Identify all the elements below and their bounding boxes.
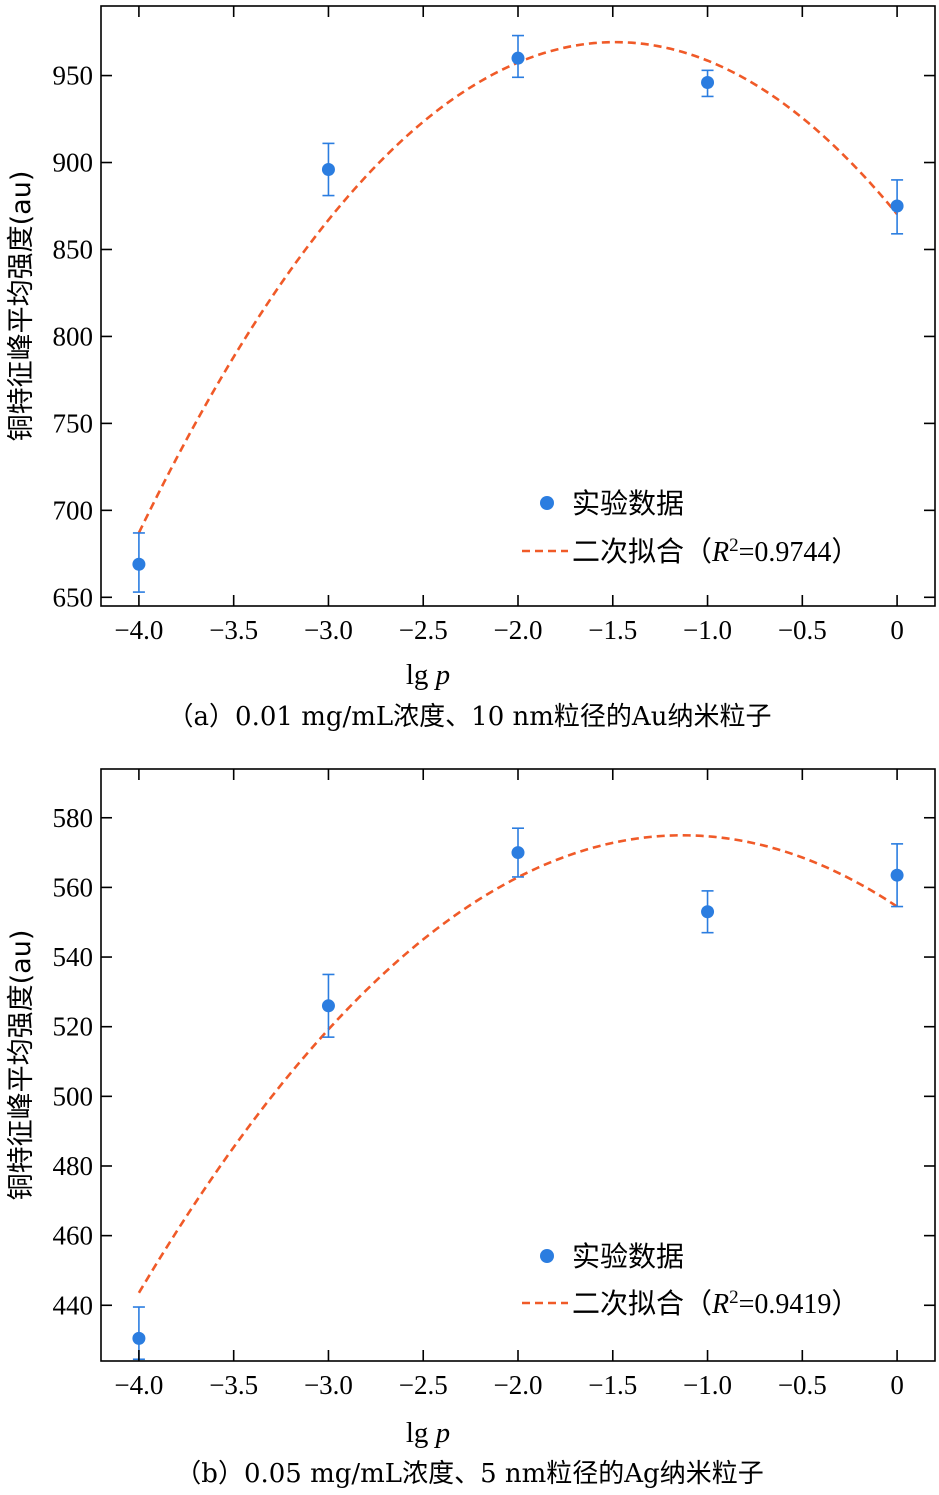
chart-a-y-tick-label: 650	[53, 582, 94, 612]
chart-a-data-point	[890, 199, 904, 213]
chart-b-y-tick-label: 440	[53, 1290, 94, 1320]
chart-a-caption: （a）0.01 mg/mL浓度、10 nm粒径的Au纳米粒子	[168, 702, 772, 732]
chart-b-y-axis-title: 铜特征峰平均强度(au)	[6, 930, 37, 1201]
chart-a-x-tick-label: −4.0	[114, 615, 163, 645]
chart-b-x-tick-label: −3.0	[304, 1370, 353, 1400]
chart-a-y-tick-label: 950	[53, 61, 94, 91]
chart-a-x-tick-label: −3.0	[304, 615, 353, 645]
chart-a-marks	[132, 34, 904, 593]
chart-a-plot-area	[100, 5, 936, 607]
chart-b-legend-fit-text: 二次拟合（	[572, 1287, 712, 1320]
chart-a-legend-label-fit: 二次拟合（R2=0.9744）	[572, 535, 859, 569]
chart-b-legend-marker-data	[540, 1249, 554, 1263]
chart-b-y-tick-label: 500	[53, 1081, 94, 1111]
chart-a-legend: 实验数据 二次拟合（R2=0.9744）	[522, 487, 859, 568]
chart-b-y-tick-label: 580	[53, 803, 94, 833]
chart-a-x-tick-label: −2.5	[399, 615, 448, 645]
chart-b-legend: 实验数据 二次拟合（R2=0.9419）	[522, 1240, 859, 1320]
chart-a-data-point	[701, 76, 715, 90]
chart-a-x-tick-label: 0	[890, 615, 904, 645]
chart-a-x-tick-label: −1.5	[588, 615, 637, 645]
chart-b-y-tick-label: 520	[53, 1012, 94, 1042]
chart-b-data-point	[132, 1331, 146, 1345]
chart-b-x-axis-title-prefix: lg	[406, 1417, 436, 1449]
chart-a-y-tick-label: 700	[53, 495, 94, 525]
chart-a-x-axis-title-variable: p	[434, 659, 451, 691]
chart-b-legend-fit-r: R	[711, 1289, 729, 1320]
chart-a-x-axis-title-prefix: lg	[406, 659, 436, 691]
chart-a-x-axis-title: lg p	[406, 659, 450, 691]
chart-a-legend-fit-text: 二次拟合（	[572, 535, 712, 568]
chart-b-x-axis-title: lg p	[406, 1417, 450, 1449]
chart-b-data-point	[321, 999, 335, 1013]
chart-b-y-tick-label: 560	[53, 872, 94, 902]
chart-b-legend-fit-value: =0.9419）	[739, 1288, 860, 1320]
chart-b-y-tick-label: 540	[53, 942, 94, 972]
chart-b-x-tick-label: 0	[890, 1370, 904, 1400]
chart-a-legend-label-data: 实验数据	[572, 487, 684, 520]
chart-b-x-tick-label: −2.0	[494, 1370, 543, 1400]
chart-panel-a: −4.0 −3.5 −3.0 −2.5 −2.0 −1.5 −1.0 −0.5 0 650 700 7…	[6, 5, 936, 732]
chart-a-fit-curve	[137, 40, 899, 534]
chart-b-x-tick-label: −4.0	[114, 1370, 163, 1400]
chart-b-x-axis-title-variable: p	[434, 1417, 451, 1449]
chart-a-y-tick-label: 800	[53, 321, 94, 351]
chart-b-caption: （b）0.05 mg/mL浓度、5 nm粒径的Ag纳米粒子	[175, 1459, 763, 1489]
chart-b-x-tick-label: −2.5	[399, 1370, 448, 1400]
chart-a-ticks: −4.0 −3.5 −3.0 −2.5 −2.0 −1.5 −1.0 −0.5 0 650 700 7…	[53, 6, 935, 645]
chart-panel-b: −4.0 −3.5 −3.0 −2.5 −2.0 −1.5 −1.0 −0.5 0 440 460 4…	[6, 768, 936, 1489]
chart-a-y-axis-title: 铜特征峰平均强度(au)	[6, 171, 37, 442]
chart-a-y-tick-label: 900	[53, 148, 94, 178]
chart-b-fit-curve	[137, 834, 898, 1294]
chart-b-x-tick-label: −1.5	[588, 1370, 637, 1400]
chart-a-y-tick-label: 850	[53, 234, 94, 264]
chart-a-x-tick-label: −1.0	[683, 615, 732, 645]
chart-a-legend-fit-value: =0.9744）	[739, 536, 860, 568]
chart-b-legend-label-fit: 二次拟合（R2=0.9419）	[572, 1287, 859, 1321]
chart-b-x-tick-label: −0.5	[778, 1370, 827, 1400]
chart-a-x-tick-label: −0.5	[778, 615, 827, 645]
chart-b-data-point	[511, 846, 525, 860]
chart-a-data-point	[321, 162, 335, 176]
chart-a-data-point	[132, 557, 146, 571]
chart-a-legend-fit-sup: 2	[729, 535, 739, 556]
chart-a-legend-fit-r: R	[711, 537, 729, 568]
chart-a-x-tick-label: −2.0	[494, 615, 543, 645]
chart-b-ticks: −4.0 −3.5 −3.0 −2.5 −2.0 −1.5 −1.0 −0.5 0 440 460 4…	[53, 769, 935, 1400]
chart-a-legend-marker-data	[540, 496, 554, 510]
chart-b-y-tick-label: 480	[53, 1151, 94, 1181]
chart-b-x-tick-label: −1.0	[683, 1370, 732, 1400]
chart-b-marks	[132, 827, 904, 1361]
chart-a-x-tick-label: −3.5	[209, 615, 258, 645]
chart-b-x-tick-label: −3.5	[209, 1370, 258, 1400]
chart-b-legend-label-data: 实验数据	[572, 1240, 684, 1273]
chart-a-data-point	[511, 51, 525, 65]
chart-b-data-point	[701, 905, 715, 919]
chart-a-y-tick-label: 750	[53, 408, 94, 438]
chart-b-y-tick-label: 460	[53, 1221, 94, 1251]
chart-b-legend-fit-sup: 2	[729, 1287, 739, 1308]
chart-b-data-point	[890, 868, 904, 882]
